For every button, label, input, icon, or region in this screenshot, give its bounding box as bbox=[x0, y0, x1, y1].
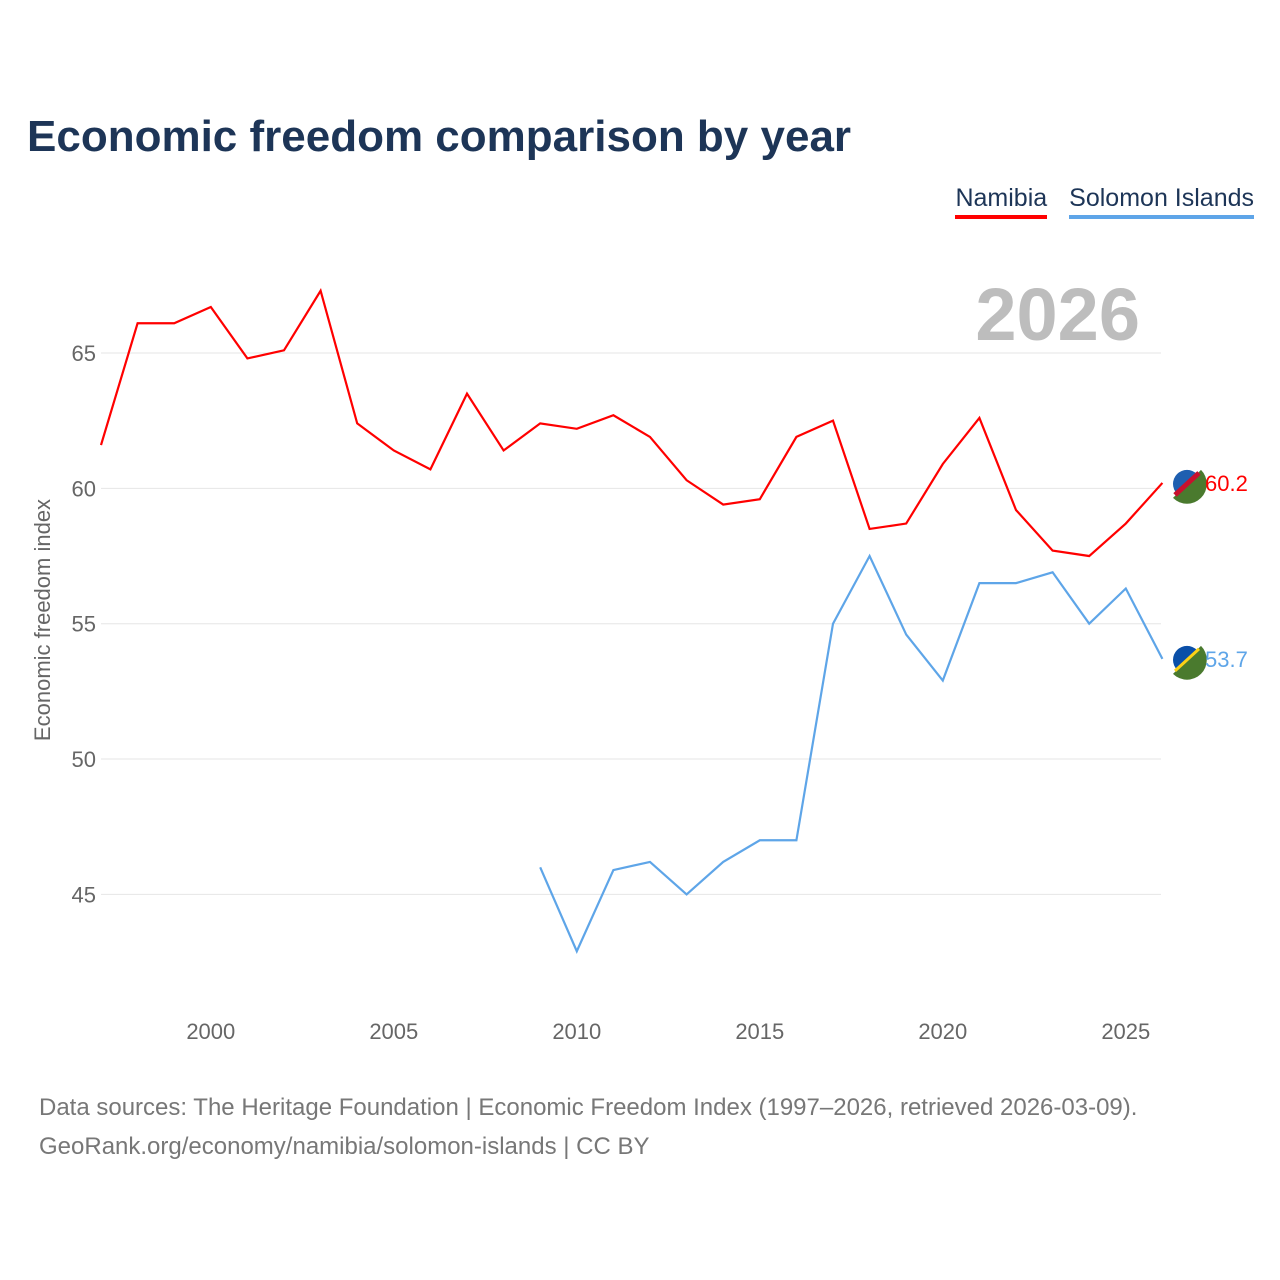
source-line-1: Data sources: The Heritage Foundation | … bbox=[39, 1094, 1138, 1121]
end-value-label: 60.2 bbox=[1205, 471, 1248, 496]
x-tick-label: 2005 bbox=[369, 1019, 418, 1044]
flag-icon-part bbox=[1173, 645, 1207, 680]
end-value-label: 53.7 bbox=[1205, 647, 1248, 672]
x-tick-label: 2000 bbox=[186, 1019, 235, 1044]
y-tick-label: 65 bbox=[72, 341, 96, 366]
year-watermark: 2026 bbox=[975, 273, 1140, 356]
x-tick-label: 2015 bbox=[735, 1019, 784, 1044]
y-axis-label: Economic freedom index bbox=[30, 499, 55, 741]
y-tick-label: 45 bbox=[72, 882, 96, 907]
y-tick-label: 55 bbox=[72, 612, 96, 637]
flag-stripe bbox=[1173, 471, 1201, 497]
x-tick-label: 2020 bbox=[918, 1019, 967, 1044]
source-note: Data sources: The Heritage Foundation | … bbox=[39, 1088, 1137, 1166]
flag-stripe bbox=[1173, 647, 1201, 672]
chart-title: Economic freedom comparison by year bbox=[27, 112, 852, 161]
source-line-2[interactable]: GeoRank.org/economy/namibia/solomon-isla… bbox=[39, 1133, 650, 1160]
legend-solomon-islands[interactable]: Solomon Islands bbox=[1069, 184, 1254, 219]
series-line-1 bbox=[539, 553, 1164, 954]
y-tick-label: 50 bbox=[72, 747, 96, 772]
x-tick-label: 2025 bbox=[1101, 1019, 1150, 1044]
legend: Namibia Solomon Islands bbox=[955, 184, 1254, 219]
flag-icon-part bbox=[1173, 469, 1207, 504]
x-tick-label: 2010 bbox=[552, 1019, 601, 1044]
series-line-0 bbox=[99, 288, 1164, 558]
y-tick-label: 60 bbox=[72, 476, 96, 501]
legend-namibia[interactable]: Namibia bbox=[955, 184, 1048, 219]
